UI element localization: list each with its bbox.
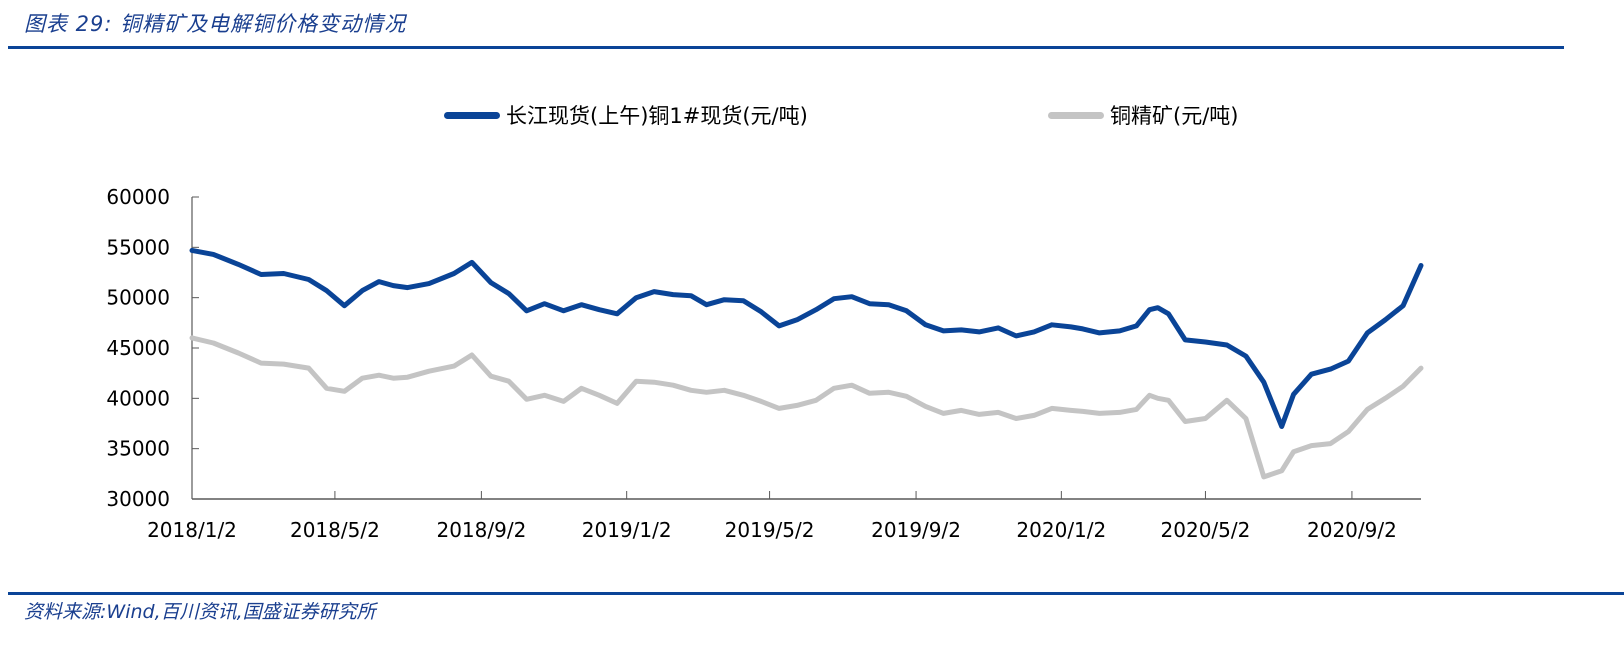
- x-tick-label: 2019/5/2: [725, 518, 815, 542]
- x-tick-label: 2020/9/2: [1307, 518, 1397, 542]
- figure-title: 图表 29: 铜精矿及电解铜价格变动情况: [24, 12, 407, 36]
- series-line-cathode-copper: [189, 247, 1424, 429]
- y-tick-label: 40000: [106, 386, 170, 410]
- y-tick-label: 55000: [106, 235, 170, 259]
- legend-item-copper-concentrate: 铜精矿(元/吨): [1048, 100, 1238, 130]
- y-tick-label: 60000: [106, 185, 170, 209]
- x-tick-label: 2018/1/2: [147, 518, 237, 542]
- x-tick-label: 2019/9/2: [871, 518, 961, 542]
- x-axis: 2018/1/2 2018/5/2 2018/9/2 2019/1/2 2019/5/2…: [147, 491, 1421, 542]
- chart-legend: 长江现货(上午)铜1#现货(元/吨) 铜精矿(元/吨): [0, 100, 1624, 134]
- y-axis: 30000 35000 40000 45000 50000 55000 60000: [106, 185, 199, 511]
- y-tick-label: 35000: [106, 437, 170, 461]
- legend-item-cathode-copper: 长江现货(上午)铜1#现货(元/吨): [444, 100, 808, 130]
- header-divider: [8, 46, 1564, 49]
- x-tick-label: 2020/5/2: [1161, 518, 1251, 542]
- y-tick-label: 45000: [106, 336, 170, 360]
- x-tick-label: 2020/1/2: [1016, 518, 1106, 542]
- line-chart: 30000 35000 40000 45000 50000 55000 60000 2018…: [106, 185, 1424, 542]
- x-tick-label: 2018/5/2: [290, 518, 380, 542]
- legend-swatch-blue: [444, 111, 500, 119]
- legend-label: 铜精矿(元/吨): [1110, 104, 1239, 128]
- series-line-copper-concentrate: [189, 335, 1424, 480]
- y-tick-label: 50000: [106, 286, 170, 310]
- x-tick-label: 2018/9/2: [436, 518, 526, 542]
- source-note: 资料来源:Wind,百川资讯,国盛证券研究所: [24, 601, 376, 623]
- x-tick-label: 2019/1/2: [582, 518, 672, 542]
- chart-series: [189, 247, 1424, 480]
- legend-swatch-gray: [1048, 111, 1104, 119]
- y-tick-label: 30000: [106, 487, 170, 511]
- legend-label: 长江现货(上午)铜1#现货(元/吨): [506, 104, 808, 128]
- footer-divider: [8, 592, 1624, 595]
